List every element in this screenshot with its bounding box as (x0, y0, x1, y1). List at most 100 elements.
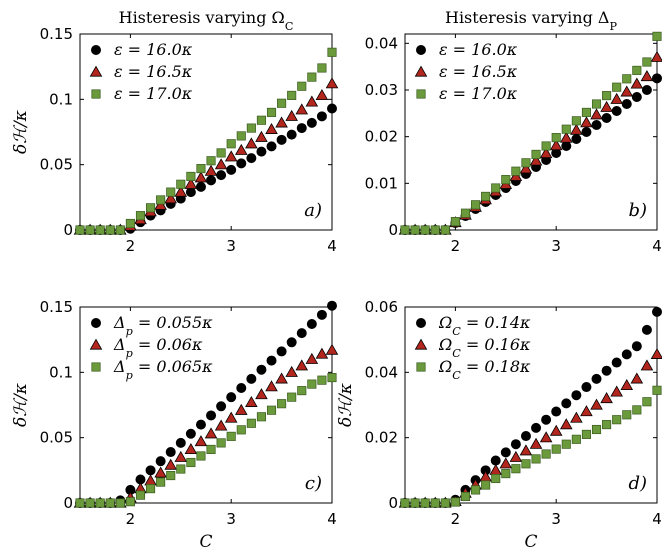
data-point (318, 64, 326, 72)
data-point (217, 171, 226, 180)
data-point (522, 460, 530, 468)
data-point (197, 164, 205, 172)
data-point (421, 499, 429, 507)
legend-entry: ε = 16.0κ (439, 40, 518, 59)
panel-title: Histeresis varying ΔP (445, 8, 618, 33)
data-point (542, 450, 550, 458)
data-point (552, 133, 560, 141)
data-point (317, 310, 326, 319)
y-tick-label: 0.05 (40, 156, 73, 174)
data-point (196, 420, 205, 429)
x-axis-label: C (199, 532, 212, 552)
data-point (326, 345, 337, 355)
data-point (602, 366, 611, 375)
data-point (116, 226, 124, 234)
data-point (602, 420, 610, 428)
x-tick-label: 3 (226, 237, 236, 255)
data-point (451, 217, 459, 225)
data-point (551, 426, 562, 436)
data-point (612, 106, 621, 115)
data-point (431, 499, 439, 507)
data-point (531, 423, 540, 432)
y-tick-label: 0.15 (40, 298, 73, 316)
data-point (237, 159, 246, 168)
data-point (641, 71, 652, 81)
data-point (632, 342, 641, 351)
data-point (286, 111, 297, 121)
legend-marker (416, 318, 425, 327)
data-point (257, 365, 266, 374)
data-point (185, 444, 196, 454)
y-axis-label: δℋ/κ (336, 383, 356, 427)
series-1 (75, 104, 336, 235)
data-point (266, 381, 277, 391)
data-point (481, 481, 489, 489)
data-point (236, 405, 247, 415)
data-point (592, 374, 601, 383)
legend-marker (416, 45, 425, 54)
data-point (542, 415, 551, 424)
data-point (177, 465, 185, 473)
y-tick-label: 0.02 (365, 128, 398, 146)
data-point (461, 209, 469, 217)
data-point (541, 432, 552, 442)
data-point (216, 420, 227, 430)
data-point (287, 130, 296, 139)
data-point (623, 411, 631, 419)
data-point (277, 99, 285, 107)
data-point (216, 159, 227, 169)
data-point (207, 157, 215, 165)
data-point (592, 100, 600, 108)
data-point (592, 120, 601, 129)
data-point (542, 142, 550, 150)
chart-panel-1: 2 3 400.050.10.15Histeresis varying ΩCδℋ/κ… (11, 8, 338, 255)
data-point (327, 104, 336, 113)
y-tick-label: 0 (388, 494, 398, 512)
legend-entry: ε = 16.5κ (439, 62, 518, 81)
y-tick-label: 0.01 (365, 174, 398, 192)
data-point (155, 467, 166, 477)
data-point (561, 132, 572, 142)
data-point (226, 151, 237, 161)
data-point (146, 204, 154, 212)
data-point (186, 429, 195, 438)
data-point (195, 436, 206, 446)
data-point (500, 458, 511, 468)
x-tick-label: 4 (652, 510, 662, 528)
data-point (642, 325, 651, 334)
data-point (308, 380, 316, 388)
data-point (492, 184, 500, 192)
legend-marker (90, 339, 101, 349)
data-point (571, 125, 582, 135)
data-point (146, 466, 155, 475)
data-point (256, 132, 267, 142)
y-tick-label: 0.06 (365, 298, 398, 316)
data-point (186, 188, 195, 197)
data-point (317, 112, 326, 121)
legend-entry: ΩC = 0.14κ (438, 313, 531, 338)
data-point (116, 499, 124, 507)
y-axis-label: δℋ/κ (11, 383, 31, 427)
data-point (316, 348, 327, 358)
data-point (601, 393, 612, 403)
data-point (401, 226, 409, 234)
x-tick-label: 2 (126, 237, 136, 255)
data-point (633, 66, 641, 74)
x-tick-label: 4 (327, 237, 337, 255)
data-point (167, 471, 175, 479)
data-point (328, 373, 336, 381)
data-point (277, 135, 286, 144)
panel-tag: d) (628, 473, 647, 494)
data-point (237, 426, 245, 434)
data-point (461, 492, 469, 500)
legend-entry: Δp = 0.055κ (113, 313, 213, 338)
data-point (591, 399, 602, 409)
data-point (76, 499, 84, 507)
data-point (492, 474, 500, 482)
data-point (217, 439, 225, 447)
data-point (502, 175, 510, 183)
data-point (631, 373, 642, 383)
data-point (287, 91, 295, 99)
data-point (227, 165, 236, 174)
data-point (307, 118, 316, 127)
